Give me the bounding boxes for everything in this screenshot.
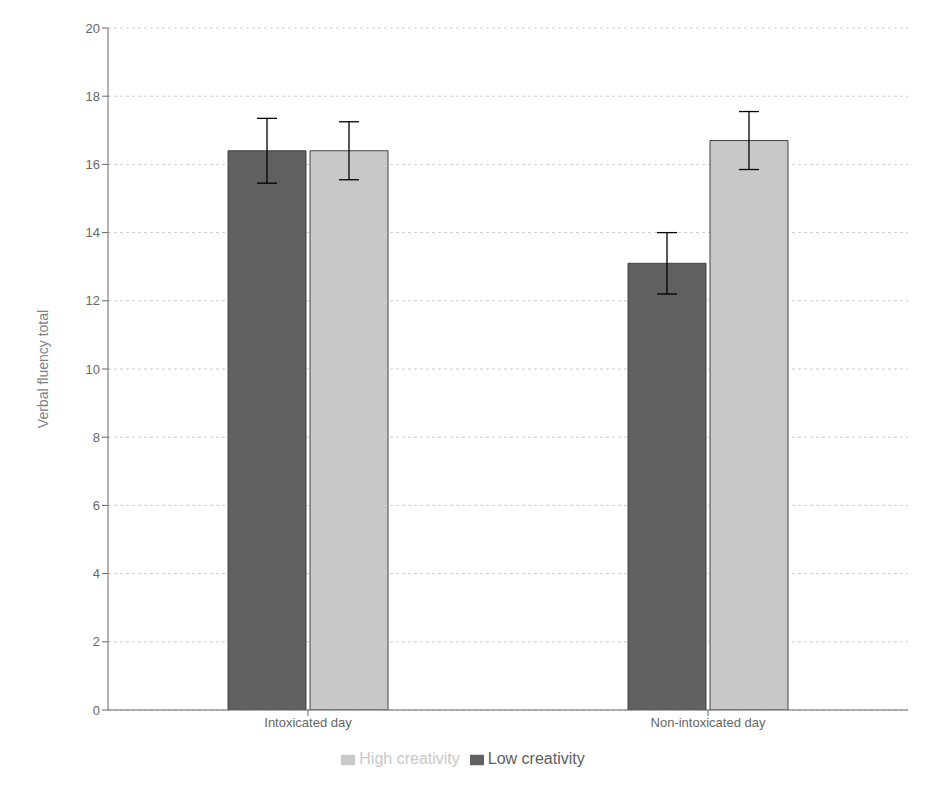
html-text:Low creativity: Low creativity — [487, 750, 585, 767]
svg-text:16: 16 — [86, 157, 100, 172]
svg-text:10: 10 — [86, 362, 100, 377]
svg-text:20: 20 — [86, 21, 100, 36]
svg-text:Non-intoxicated day: Non-intoxicated day — [651, 715, 766, 730]
svg-text:8: 8 — [93, 430, 100, 445]
svg-text:4: 4 — [93, 566, 100, 581]
svg-text:18: 18 — [86, 89, 100, 104]
svg-text:2: 2 — [93, 634, 100, 649]
svg-text:Verbal fluency total: Verbal fluency total — [35, 310, 51, 428]
svg-text:14: 14 — [86, 225, 100, 240]
svg-text:0: 0 — [93, 703, 100, 718]
svg-text:6: 6 — [93, 498, 100, 513]
html-text:High creativity: High creativity — [359, 750, 460, 767]
svg-text:12: 12 — [86, 293, 100, 308]
svg-text:Intoxicated day: Intoxicated day — [264, 715, 352, 730]
